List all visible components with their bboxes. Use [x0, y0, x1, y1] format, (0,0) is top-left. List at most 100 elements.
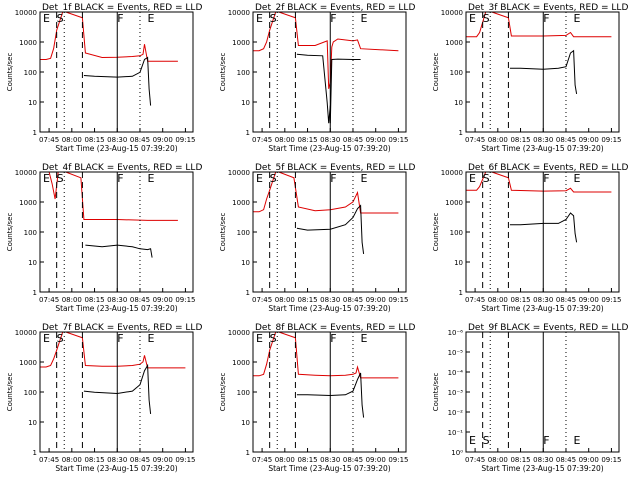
y-tick-label: 1 — [33, 129, 37, 137]
phase-marker: S — [270, 12, 277, 25]
x-tick-label: 08:15 — [510, 136, 530, 144]
panel-title: Det_1f BLACK = Events, RED = LLD — [42, 3, 202, 13]
x-tick-label: 08:00 — [275, 456, 295, 464]
x-tick-label: 09:15 — [601, 296, 621, 304]
y-tick-label: 10000 — [441, 169, 463, 177]
plot-frame — [252, 331, 407, 453]
phase-marker: S — [270, 332, 277, 345]
x-axis-label: Start Time (23-Aug-15 07:39:20) — [481, 144, 603, 153]
phase-marker: F — [117, 172, 123, 185]
series-lld-line — [466, 11, 612, 38]
y-tick-label: 10000 — [228, 169, 250, 177]
y-tick-label: 10⁻⁶ — [448, 329, 464, 337]
phase-marker: E — [43, 12, 50, 25]
series-lld-line — [253, 331, 399, 379]
x-tick-label: 08:00 — [62, 456, 82, 464]
y-tick-label: 10 — [454, 259, 463, 267]
y-tick-label: 1 — [459, 129, 463, 137]
y-tick-label: 10⁻⁴ — [448, 369, 464, 377]
y-tick-label: 1000 — [445, 39, 463, 47]
y-tick-label: 100 — [237, 389, 250, 397]
panel-title: Det_2f BLACK = Events, RED = LLD — [255, 3, 415, 13]
x-tick-label: 09:15 — [175, 296, 195, 304]
series-lld-line — [253, 171, 399, 214]
x-tick-label: 08:45 — [343, 296, 363, 304]
series-events-line — [296, 372, 365, 418]
y-tick-label: 1 — [246, 129, 250, 137]
y-tick-label: 100 — [24, 389, 37, 397]
x-tick-label: 09:00 — [366, 136, 386, 144]
x-tick-label: 08:15 — [84, 456, 104, 464]
x-tick-label: 08:45 — [343, 456, 363, 464]
x-tick-label: 08:45 — [556, 136, 576, 144]
x-tick-label: 07:45 — [465, 136, 485, 144]
phase-marker: F — [330, 172, 336, 185]
y-tick-label: 100 — [450, 229, 463, 237]
x-tick-label: 09:00 — [366, 456, 386, 464]
phase-marker: F — [543, 172, 549, 185]
x-tick-label: 08:30 — [320, 136, 340, 144]
x-tick-label: 08:30 — [533, 456, 553, 464]
x-tick-label: 08:00 — [488, 136, 508, 144]
x-tick-label: 09:00 — [153, 136, 173, 144]
x-tick-label: 08:30 — [107, 136, 127, 144]
x-tick-label: 08:30 — [107, 456, 127, 464]
y-tick-label: 100 — [24, 229, 37, 237]
x-tick-label: 08:00 — [275, 136, 295, 144]
series-events-line — [296, 204, 365, 254]
x-axis-label: Start Time (23-Aug-15 07:39:20) — [481, 464, 603, 473]
y-tick-label: 10000 — [15, 9, 37, 17]
x-tick-label: 09:15 — [601, 136, 621, 144]
x-axis-label: Start Time (23-Aug-15 07:39:20) — [481, 304, 603, 313]
x-axis-label: Start Time (23-Aug-15 07:39:20) — [268, 464, 390, 473]
x-tick-label: 09:15 — [388, 296, 408, 304]
x-tick-label: 08:30 — [533, 296, 553, 304]
x-tick-label: 08:15 — [297, 136, 317, 144]
phase-marker: E — [148, 12, 155, 25]
phase-marker: F — [117, 332, 123, 345]
y-axis-label: Counts/sec — [6, 53, 14, 92]
x-tick-label: 08:45 — [556, 456, 576, 464]
x-tick-label: 09:15 — [175, 456, 195, 464]
phase-marker: E — [574, 434, 581, 447]
y-tick-label: 10 — [28, 259, 37, 267]
y-tick-label: 1000 — [19, 199, 37, 207]
y-tick-label: 1000 — [445, 199, 463, 207]
phase-marker: S — [483, 434, 490, 447]
phase-marker: E — [361, 332, 368, 345]
phase-marker: E — [43, 332, 50, 345]
y-tick-label: 10⁻² — [448, 409, 464, 417]
x-tick-label: 08:45 — [130, 456, 150, 464]
y-tick-label: 10000 — [228, 329, 250, 337]
x-tick-label: 08:15 — [84, 296, 104, 304]
x-tick-label: 09:15 — [175, 136, 195, 144]
y-tick-label: 10000 — [441, 9, 463, 17]
x-tick-label: 08:30 — [320, 456, 340, 464]
phase-marker: E — [256, 332, 263, 345]
y-tick-label: 10 — [241, 259, 250, 267]
phase-marker: F — [543, 12, 549, 25]
y-axis-label: Counts/sec — [6, 373, 14, 412]
x-tick-label: 09:00 — [579, 136, 599, 144]
x-tick-label: 08:30 — [533, 136, 553, 144]
y-tick-label: 1000 — [19, 359, 37, 367]
x-tick-label: 08:45 — [556, 296, 576, 304]
y-axis-label: Counts/sec — [219, 213, 227, 252]
y-tick-label: 10⁻¹ — [448, 429, 464, 437]
y-tick-label: 1000 — [232, 39, 250, 47]
phase-marker: F — [330, 332, 336, 345]
y-axis-label: Counts/sec — [432, 213, 440, 252]
phase-marker: S — [57, 332, 64, 345]
phase-marker: E — [148, 332, 155, 345]
x-tick-label: 09:00 — [153, 296, 173, 304]
phase-marker: S — [270, 172, 277, 185]
x-tick-label: 07:45 — [39, 296, 59, 304]
y-tick-label: 10 — [28, 99, 37, 107]
x-tick-label: 08:00 — [488, 456, 508, 464]
x-tick-label: 07:45 — [252, 296, 272, 304]
